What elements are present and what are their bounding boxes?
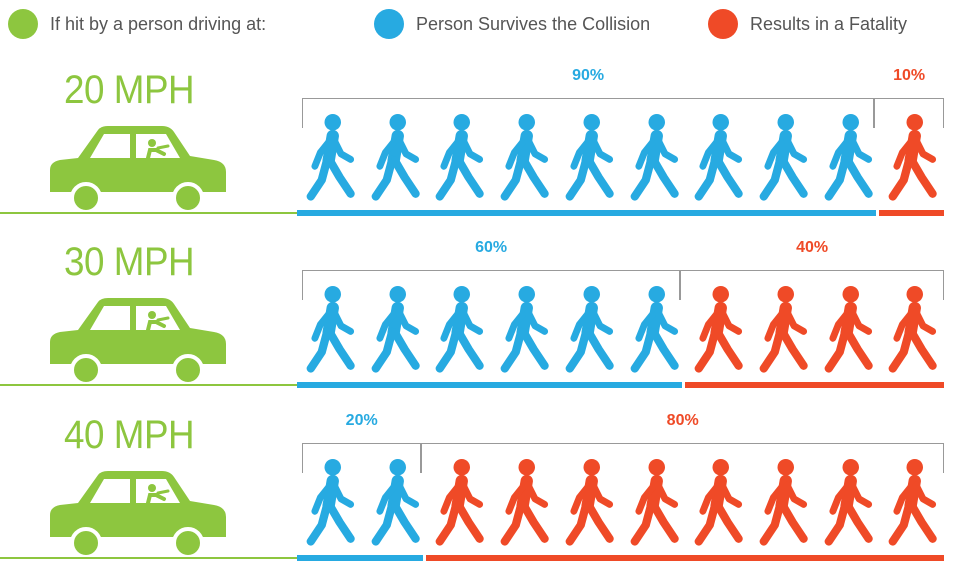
person-survives-icon bbox=[694, 114, 743, 201]
person-fatality-icon bbox=[759, 286, 808, 373]
car-icon bbox=[50, 298, 226, 384]
person-survives-icon bbox=[565, 114, 614, 201]
red-circle-icon bbox=[708, 9, 738, 39]
person-fatality-icon bbox=[759, 459, 808, 546]
person-fatality-icon bbox=[824, 286, 873, 373]
fatal-percent-label: 10% bbox=[893, 67, 926, 84]
fatal-bracket bbox=[421, 443, 944, 473]
ground-line bbox=[0, 384, 300, 386]
legend-fatality-label: Results in a Fatality bbox=[750, 13, 908, 34]
person-survives-icon bbox=[500, 286, 549, 373]
person-fatality-icon bbox=[888, 459, 938, 546]
person-fatality-icon bbox=[888, 286, 938, 373]
survive-percent-label: 20% bbox=[345, 412, 378, 429]
person-fatality-icon bbox=[824, 459, 873, 546]
person-survives-icon bbox=[824, 114, 873, 201]
speed-label: 20 MPH bbox=[64, 68, 195, 112]
person-survives-icon bbox=[759, 114, 808, 201]
survive-percent-label: 60% bbox=[475, 239, 508, 256]
person-fatality-icon bbox=[888, 114, 938, 201]
speed-label: 30 MPH bbox=[64, 240, 195, 284]
person-survives-icon bbox=[630, 114, 679, 201]
ground-line bbox=[0, 212, 300, 214]
legend-fatality: Results in a Fatality bbox=[708, 8, 907, 40]
car-icon bbox=[50, 471, 226, 557]
fatal-bracket bbox=[874, 98, 944, 128]
survive-bracket bbox=[302, 98, 875, 128]
ground-line bbox=[0, 557, 300, 559]
fatal-percent-label: 40% bbox=[796, 239, 829, 256]
person-survives-icon bbox=[436, 286, 485, 373]
fatal-bar bbox=[685, 382, 944, 388]
person-survives-icon bbox=[306, 286, 355, 373]
blue-circle-icon bbox=[374, 9, 404, 39]
person-survives-icon bbox=[306, 459, 355, 546]
person-survives-icon bbox=[436, 114, 485, 201]
fatal-bar bbox=[879, 210, 944, 216]
person-survives-icon bbox=[371, 459, 420, 546]
survive-bar bbox=[297, 210, 877, 216]
legend-driving: If hit by a person driving at: bbox=[8, 8, 266, 40]
fatal-bracket bbox=[680, 270, 944, 300]
person-fatality-icon bbox=[565, 459, 614, 546]
person-fatality-icon bbox=[694, 459, 743, 546]
person-survives-icon bbox=[500, 114, 549, 201]
legend-driving-label: If hit by a person driving at: bbox=[50, 13, 267, 34]
person-survives-icon bbox=[630, 286, 679, 373]
legend-survives: Person Survives the Collision bbox=[374, 8, 650, 40]
person-fatality-icon bbox=[500, 459, 549, 546]
survive-bracket bbox=[302, 443, 422, 473]
person-survives-icon bbox=[565, 286, 614, 373]
person-survives-icon bbox=[306, 114, 355, 201]
person-fatality-icon bbox=[694, 286, 743, 373]
person-fatality-icon bbox=[630, 459, 679, 546]
legend-survives-label: Person Survives the Collision bbox=[416, 13, 651, 34]
fatal-bar bbox=[426, 555, 944, 561]
survive-bar bbox=[297, 555, 424, 561]
green-circle-icon bbox=[8, 9, 38, 39]
person-fatality-icon bbox=[436, 459, 485, 546]
person-survives-icon bbox=[371, 114, 420, 201]
survive-bracket bbox=[302, 270, 681, 300]
car-icon bbox=[50, 126, 226, 212]
survive-bar bbox=[297, 382, 683, 388]
person-survives-icon bbox=[371, 286, 420, 373]
speed-label: 40 MPH bbox=[64, 413, 195, 457]
survive-percent-label: 90% bbox=[572, 67, 605, 84]
fatal-percent-label: 80% bbox=[666, 412, 699, 429]
